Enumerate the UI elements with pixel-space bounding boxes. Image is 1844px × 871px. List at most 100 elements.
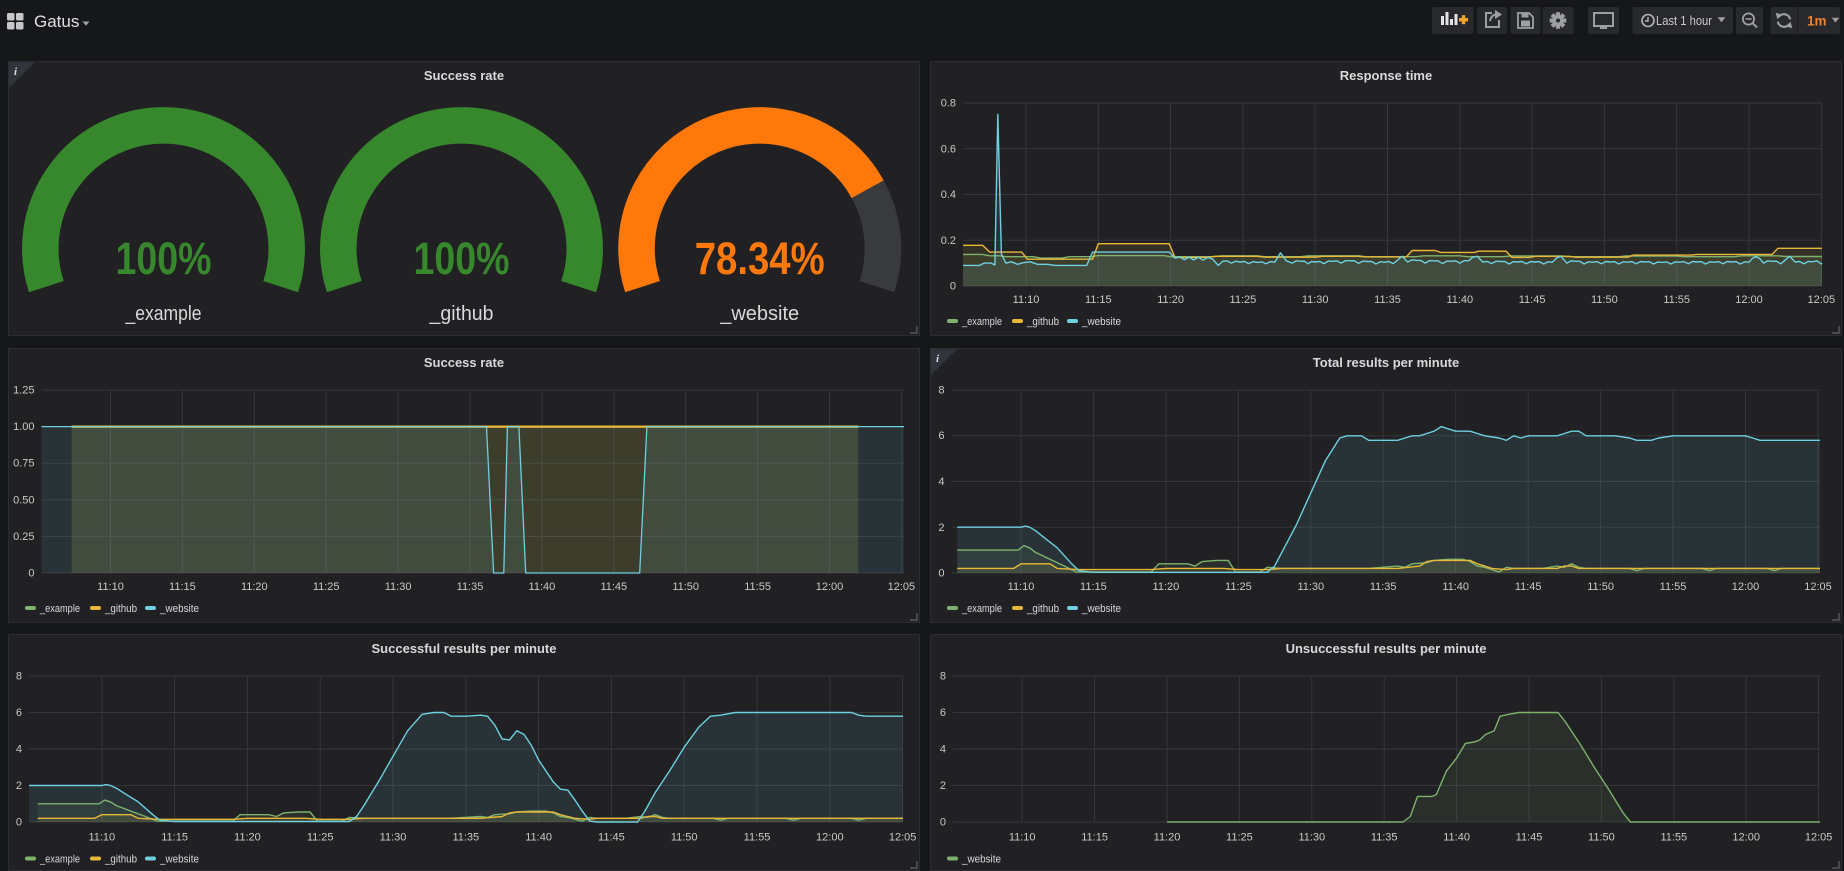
svg-text:0.4: 0.4 <box>941 189 956 201</box>
svg-text:11:25: 11:25 <box>1226 832 1253 844</box>
svg-text:11:45: 11:45 <box>600 581 627 593</box>
svg-text:_github: _github <box>429 303 494 325</box>
svg-text:11:35: 11:35 <box>1374 294 1401 306</box>
svg-text:6: 6 <box>938 430 944 442</box>
svg-text:2: 2 <box>938 522 944 534</box>
svg-text:11:10: 11:10 <box>97 581 124 593</box>
svg-text:11:50: 11:50 <box>672 581 699 593</box>
svg-text:11:55: 11:55 <box>1660 581 1687 593</box>
svg-text:4: 4 <box>16 744 22 756</box>
svg-text:12:00: 12:00 <box>1735 294 1763 306</box>
svg-text:12:00: 12:00 <box>816 832 844 844</box>
svg-text:11:40: 11:40 <box>1443 832 1470 844</box>
svg-text:11:10: 11:10 <box>88 832 115 844</box>
svg-text:0: 0 <box>16 817 22 829</box>
svg-text:11:20: 11:20 <box>1154 832 1181 844</box>
svg-text:12:00: 12:00 <box>1732 832 1760 844</box>
svg-text:11:50: 11:50 <box>1591 294 1618 306</box>
svg-text:11:15: 11:15 <box>1081 832 1108 844</box>
svg-text:11:30: 11:30 <box>385 581 412 593</box>
svg-text:Gatus: Gatus <box>34 12 79 31</box>
svg-text:11:20: 11:20 <box>234 832 261 844</box>
svg-text:11:35: 11:35 <box>452 832 479 844</box>
svg-text:4: 4 <box>940 744 946 756</box>
svg-text:11:10: 11:10 <box>1009 832 1036 844</box>
svg-text:11:10: 11:10 <box>1013 294 1040 306</box>
svg-text:78.34%: 78.34% <box>695 233 825 284</box>
svg-text:100%: 100% <box>116 233 212 284</box>
svg-text:_github: _github <box>104 854 137 866</box>
svg-text:_website: _website <box>159 854 199 866</box>
svg-text:0: 0 <box>950 281 956 293</box>
svg-text:11:30: 11:30 <box>1297 581 1324 593</box>
svg-text:11:20: 11:20 <box>1153 581 1180 593</box>
svg-text:1.00: 1.00 <box>13 421 34 433</box>
svg-text:11:15: 11:15 <box>1080 581 1107 593</box>
svg-text:11:25: 11:25 <box>1225 581 1252 593</box>
svg-text:12:05: 12:05 <box>1804 581 1832 593</box>
svg-text:11:35: 11:35 <box>1370 581 1397 593</box>
svg-text:11:40: 11:40 <box>1446 294 1473 306</box>
svg-text:_example: _example <box>39 854 80 866</box>
svg-text:0: 0 <box>940 817 946 829</box>
svg-text:12:05: 12:05 <box>1808 294 1836 306</box>
svg-text:11:15: 11:15 <box>161 832 188 844</box>
svg-text:11:25: 11:25 <box>1230 294 1257 306</box>
svg-text:11:15: 11:15 <box>1085 294 1112 306</box>
svg-text:11:25: 11:25 <box>313 581 340 593</box>
svg-text:11:55: 11:55 <box>1660 832 1687 844</box>
svg-text:11:20: 11:20 <box>1157 294 1184 306</box>
svg-text:12:05: 12:05 <box>889 832 917 844</box>
svg-text:11:45: 11:45 <box>598 832 625 844</box>
svg-text:11:15: 11:15 <box>169 581 196 593</box>
svg-text:6: 6 <box>16 707 22 719</box>
svg-text:i: i <box>14 66 18 78</box>
svg-text:11:30: 11:30 <box>380 832 407 844</box>
svg-text:11:45: 11:45 <box>1516 832 1543 844</box>
svg-text:12:05: 12:05 <box>1805 832 1833 844</box>
svg-text:11:25: 11:25 <box>307 832 334 844</box>
svg-text:11:55: 11:55 <box>1663 294 1690 306</box>
svg-text:0.6: 0.6 <box>941 143 956 155</box>
svg-text:_website: _website <box>159 603 199 615</box>
svg-text:11:55: 11:55 <box>744 832 771 844</box>
svg-text:_github: _github <box>1026 316 1059 328</box>
svg-text:Last 1 hour: Last 1 hour <box>1656 13 1713 28</box>
svg-text:11:30: 11:30 <box>1302 294 1329 306</box>
svg-text:2: 2 <box>16 780 22 792</box>
svg-text:11:55: 11:55 <box>744 581 771 593</box>
svg-text:6: 6 <box>940 707 946 719</box>
svg-text:_github: _github <box>104 603 137 615</box>
svg-text:11:50: 11:50 <box>1587 581 1614 593</box>
svg-text:11:50: 11:50 <box>1588 832 1615 844</box>
svg-text:12:05: 12:05 <box>888 581 916 593</box>
svg-text:100%: 100% <box>414 233 510 284</box>
svg-text:11:40: 11:40 <box>1442 581 1469 593</box>
svg-text:0.50: 0.50 <box>13 494 34 506</box>
svg-text:11:10: 11:10 <box>1008 581 1035 593</box>
svg-text:11:40: 11:40 <box>529 581 556 593</box>
svg-text:12:00: 12:00 <box>1732 581 1760 593</box>
svg-text:_example: _example <box>961 316 1002 328</box>
svg-text:0.2: 0.2 <box>941 235 956 247</box>
svg-text:12:00: 12:00 <box>816 581 844 593</box>
svg-text:0.25: 0.25 <box>13 531 34 543</box>
svg-text:11:50: 11:50 <box>671 832 698 844</box>
svg-text:11:40: 11:40 <box>525 832 552 844</box>
svg-text:8: 8 <box>940 671 946 683</box>
svg-text:0.8: 0.8 <box>941 98 956 110</box>
svg-text:11:35: 11:35 <box>457 581 484 593</box>
svg-text:1.25: 1.25 <box>13 385 34 397</box>
svg-text:11:45: 11:45 <box>1515 581 1542 593</box>
svg-text:_website: _website <box>1081 603 1121 615</box>
svg-text:2: 2 <box>940 780 946 792</box>
svg-text:_example: _example <box>125 303 202 325</box>
svg-text:_example: _example <box>961 603 1002 615</box>
svg-text:11:30: 11:30 <box>1298 832 1325 844</box>
svg-text:_example: _example <box>39 603 80 615</box>
svg-text:4: 4 <box>938 476 944 488</box>
svg-text:11:35: 11:35 <box>1371 832 1398 844</box>
svg-text:8: 8 <box>938 385 944 397</box>
svg-text:0: 0 <box>938 568 944 580</box>
svg-text:0: 0 <box>28 568 34 580</box>
